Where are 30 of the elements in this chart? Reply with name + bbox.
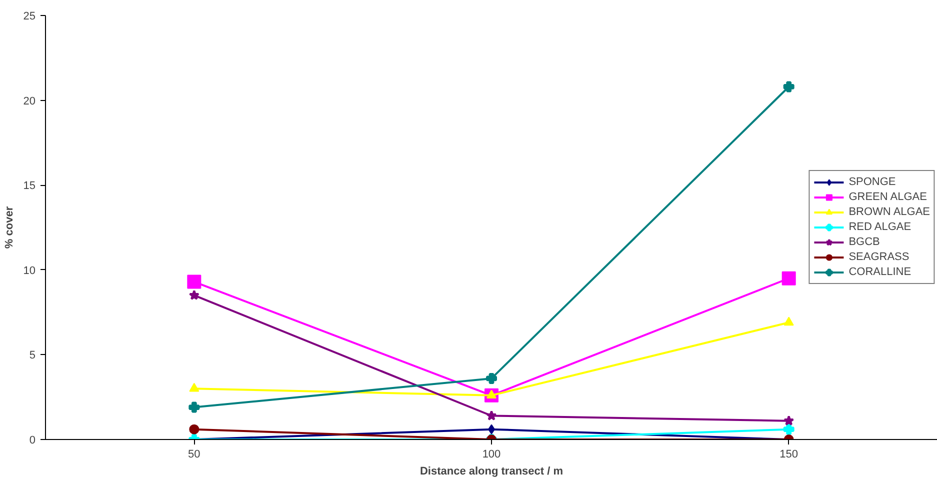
point <box>784 415 794 426</box>
x-tick-label: 150 <box>780 448 798 460</box>
x-axis-title: Distance along transect / m <box>420 466 564 478</box>
point <box>188 290 200 300</box>
point <box>189 382 200 392</box>
x-tick-label: 100 <box>482 448 501 460</box>
x-tick-label: 50 <box>188 448 200 460</box>
legend-label: BGCB <box>848 235 880 249</box>
legend-label: CORALLINE <box>848 265 912 279</box>
y-tick-label: 5 <box>29 350 36 362</box>
y-tick-label: 15 <box>23 180 36 192</box>
point <box>187 274 202 289</box>
point <box>486 372 497 384</box>
legend-label: BROWN ALGAE <box>848 205 930 219</box>
legend-label: RED ALGAE <box>848 220 912 234</box>
y-tick-label: 10 <box>23 264 36 277</box>
y-tick-label: 25 <box>23 10 36 22</box>
point <box>189 424 200 434</box>
y-tick-label: 0 <box>29 434 36 446</box>
y-axis-title: % cover <box>3 206 16 249</box>
legend-label: SPONGE <box>848 175 896 189</box>
legend-label: GREEN ALGAE <box>848 190 927 204</box>
point <box>486 410 497 420</box>
point <box>783 81 794 92</box>
point <box>188 402 200 413</box>
point <box>783 424 794 435</box>
point <box>782 271 796 286</box>
legend-label: SEAGRASS <box>848 250 910 264</box>
point <box>784 316 794 326</box>
y-tick-label: 20 <box>23 95 36 108</box>
